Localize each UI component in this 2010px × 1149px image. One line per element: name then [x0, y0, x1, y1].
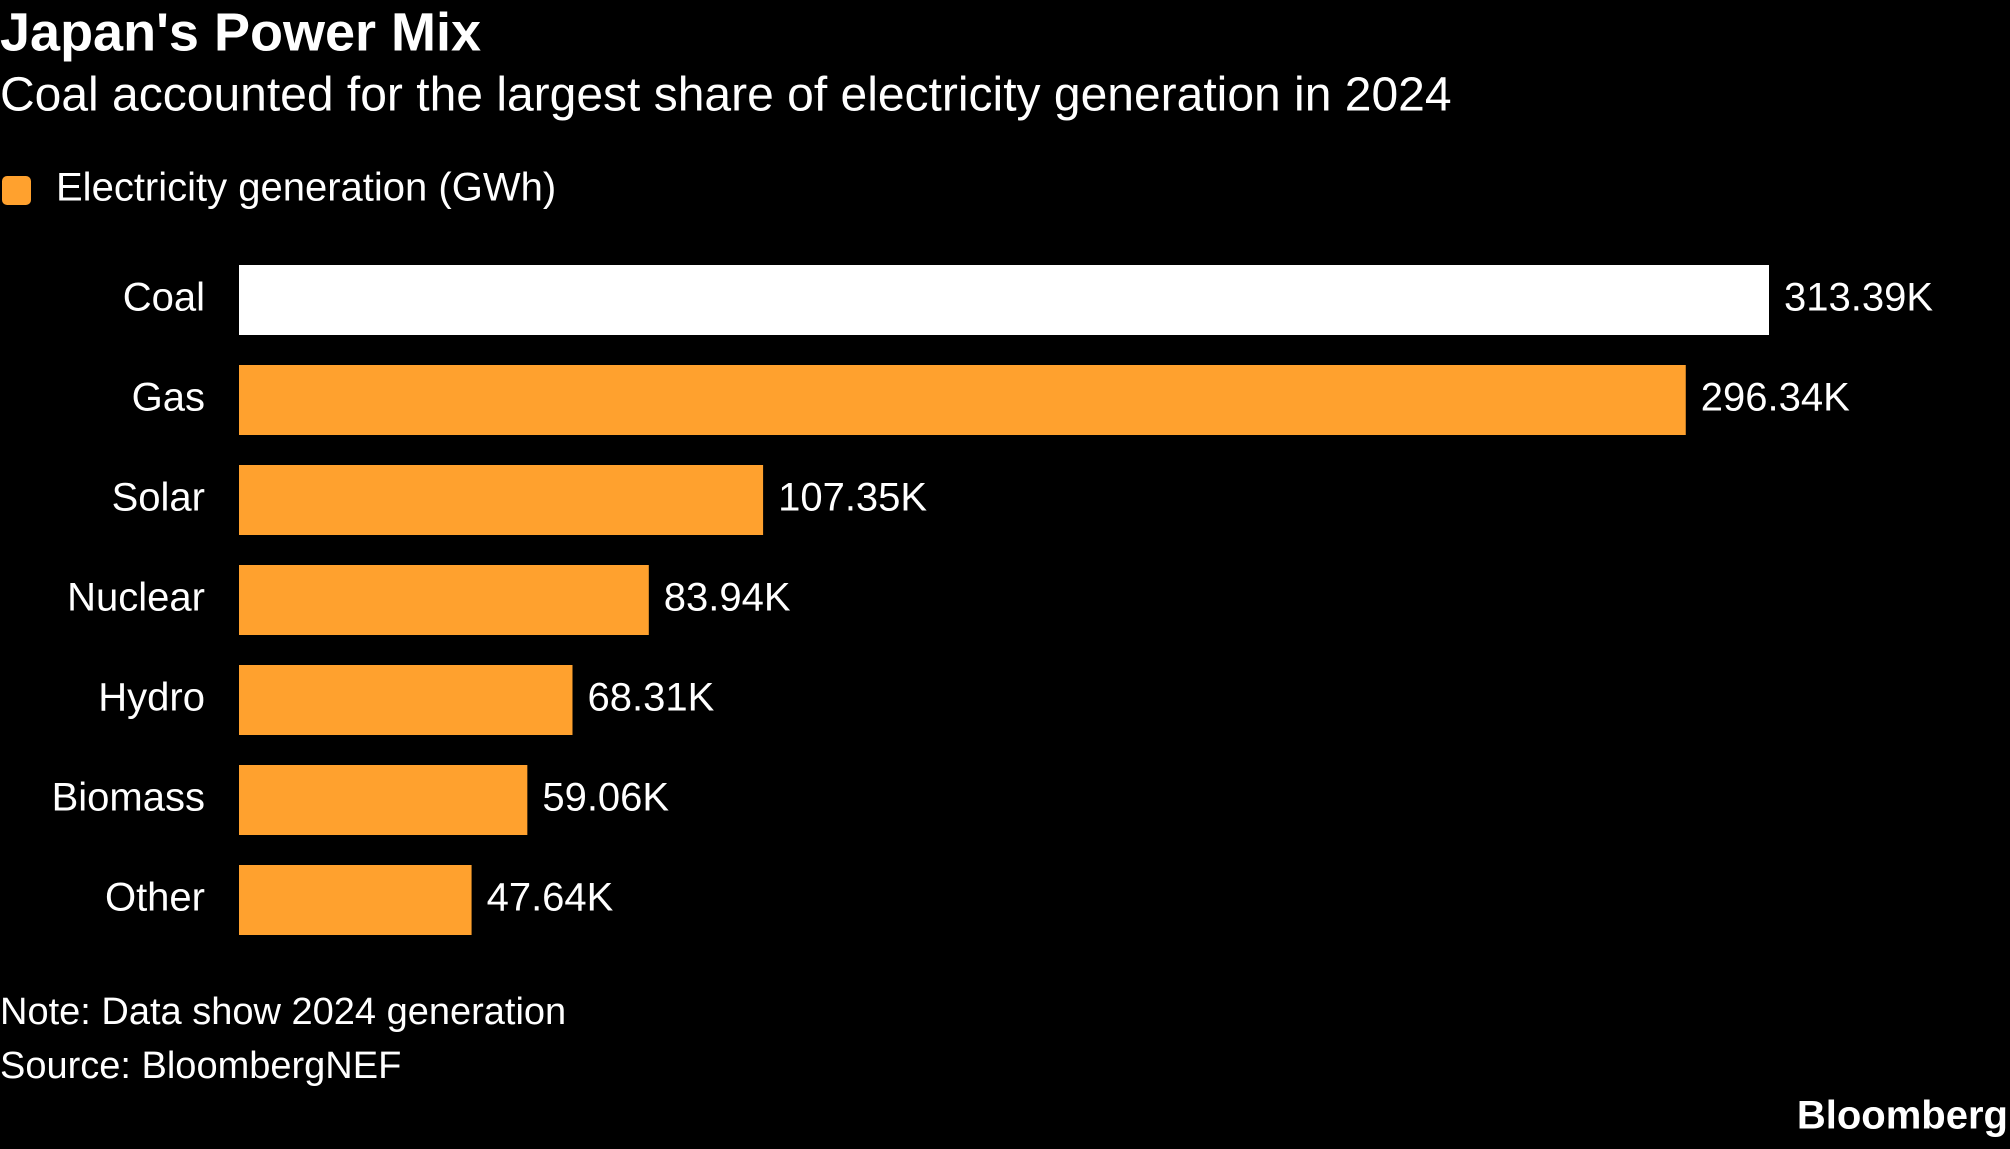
bar [239, 665, 573, 735]
bar [239, 465, 764, 535]
y-tick-label: Nuclear [67, 576, 205, 620]
legend-swatch [2, 176, 31, 205]
data-label: 68.31K [587, 676, 714, 720]
bar [239, 565, 649, 635]
y-tick-label: Biomass [52, 776, 205, 820]
legend-label: Electricity generation (GWh) [56, 166, 556, 210]
chart-title: Japan's Power Mix [0, 2, 481, 62]
chart-subtitle: Coal accounted for the largest share of … [0, 69, 1452, 122]
bar [239, 765, 528, 835]
bar [239, 865, 472, 935]
y-tick-label: Other [105, 876, 205, 920]
brand: Bloomberg [1797, 1094, 2008, 1138]
data-label: 59.06K [542, 776, 669, 820]
data-label: 107.35K [778, 476, 927, 520]
source: Source: BloombergNEF [0, 1045, 401, 1087]
data-label: 296.34K [1701, 376, 1850, 420]
bar [239, 265, 1769, 335]
y-tick-label: Solar [112, 476, 205, 520]
data-label: 83.94K [664, 576, 791, 620]
y-tick-label: Hydro [98, 676, 205, 720]
y-tick-label: Gas [132, 376, 205, 420]
bar [239, 365, 1686, 435]
data-label: 313.39K [1784, 276, 1933, 320]
y-tick-label: Coal [123, 276, 205, 320]
note: Note: Data show 2024 generation [0, 991, 566, 1033]
data-label: 47.64K [487, 876, 614, 920]
